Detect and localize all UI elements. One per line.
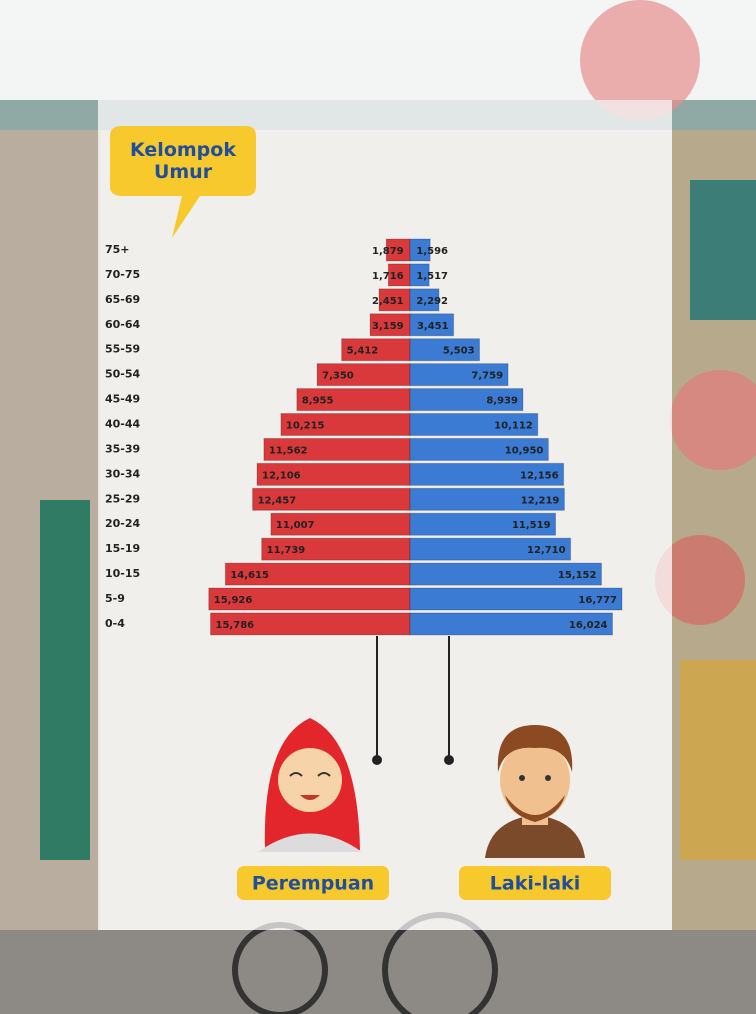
legend-label: Perempuan [252, 873, 374, 895]
value-label: 12,219 [521, 495, 560, 506]
category-label: 10-15 [105, 567, 140, 580]
value-label: 5,503 [443, 346, 475, 357]
value-label: 11,519 [512, 520, 551, 531]
value-label: 15,786 [216, 620, 255, 631]
value-label: 10,950 [505, 445, 544, 456]
category-label: 55-59 [105, 343, 140, 356]
value-label: 12,457 [258, 495, 297, 506]
value-label: 1,879 [372, 246, 404, 257]
category-label: 50-54 [105, 368, 141, 381]
category-label: 5-9 [105, 592, 125, 605]
value-label: 12,106 [262, 470, 301, 481]
infographic: KelompokUmur 75+1,8791,59670-751,7161,51… [0, 0, 756, 1014]
value-label: 1,596 [416, 246, 448, 257]
legend-label: Laki-laki [490, 873, 580, 895]
value-label: 3,159 [372, 321, 404, 332]
value-label: 2,451 [372, 296, 404, 307]
value-label: 15,926 [214, 595, 253, 606]
value-label: 2,292 [416, 296, 448, 307]
category-label: 65-69 [105, 293, 140, 306]
value-label: 11,007 [276, 520, 315, 531]
category-label: 15-19 [105, 542, 140, 555]
value-label: 7,759 [471, 371, 503, 382]
category-label: 30-34 [105, 467, 141, 480]
category-label: 40-44 [105, 418, 141, 431]
category-label: 0-4 [105, 617, 125, 630]
value-label: 8,939 [486, 396, 518, 407]
value-label: 16,024 [569, 620, 608, 631]
category-label: 70-75 [105, 268, 140, 281]
value-label: 10,215 [286, 421, 325, 432]
value-label: 16,777 [578, 595, 617, 606]
value-label: 12,710 [527, 545, 566, 556]
value-label: 1,517 [416, 271, 448, 282]
value-label: 11,739 [267, 545, 306, 556]
value-label: 12,156 [520, 470, 559, 481]
value-label: 3,451 [417, 321, 449, 332]
value-label: 10,112 [494, 421, 533, 432]
category-label: 60-64 [105, 318, 141, 331]
value-label: 7,350 [322, 371, 354, 382]
value-label: 1,716 [372, 271, 404, 282]
category-label: 25-29 [105, 492, 140, 505]
value-label: 8,955 [302, 396, 334, 407]
value-label: 15,152 [558, 570, 597, 581]
value-label: 11,562 [269, 445, 308, 456]
category-label: 75+ [105, 243, 130, 256]
category-label: 45-49 [105, 393, 140, 406]
value-label: 14,615 [230, 570, 269, 581]
category-label: 20-24 [105, 517, 141, 530]
category-label: 35-39 [105, 442, 140, 455]
value-label: 5,412 [347, 346, 379, 357]
